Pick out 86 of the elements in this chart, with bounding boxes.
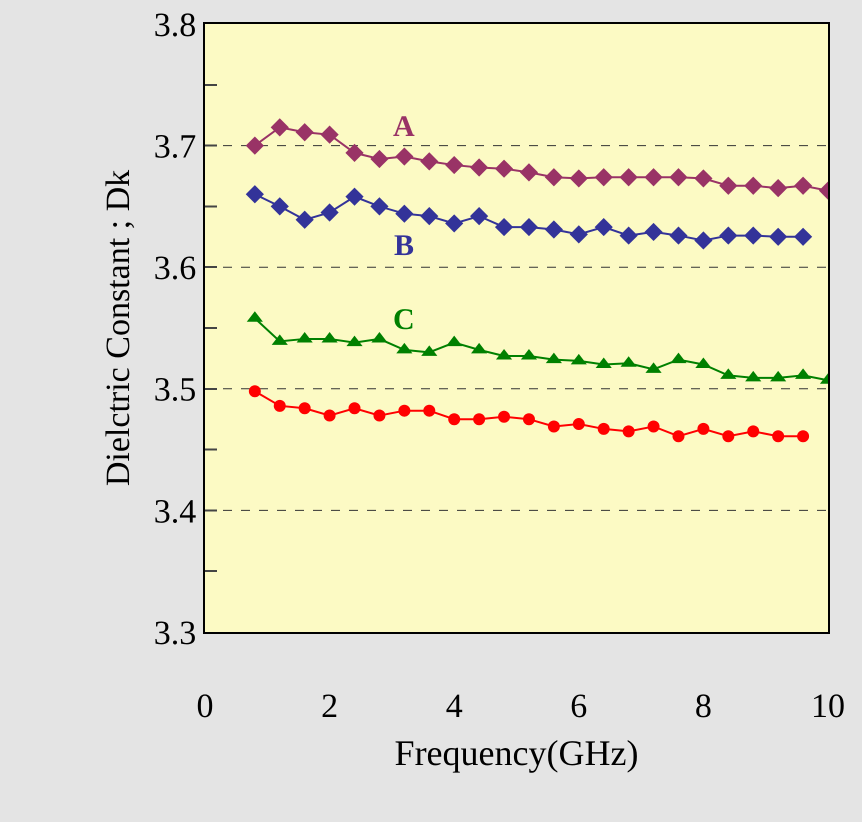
x-tick-label: 8 <box>694 688 712 725</box>
point <box>620 168 638 186</box>
point <box>548 420 560 432</box>
point <box>324 410 336 422</box>
point <box>744 226 762 245</box>
point <box>298 402 311 414</box>
point <box>648 420 660 432</box>
point <box>296 123 314 142</box>
point <box>797 430 810 442</box>
y-tick-label: 3.4 <box>154 493 196 530</box>
point <box>669 226 688 245</box>
x-tick-label: 10 <box>811 688 845 725</box>
y-tick-label: 3.6 <box>154 250 196 288</box>
point <box>345 144 364 162</box>
point <box>494 160 514 178</box>
point <box>594 168 613 186</box>
point <box>620 226 638 245</box>
point <box>722 430 734 442</box>
point <box>320 126 339 144</box>
point <box>420 152 438 171</box>
point <box>395 147 414 166</box>
point <box>473 413 486 426</box>
point <box>296 210 314 229</box>
point <box>445 156 464 174</box>
point <box>345 188 364 206</box>
point <box>246 136 264 155</box>
point <box>395 204 414 223</box>
point <box>520 218 538 236</box>
point <box>494 218 514 236</box>
point <box>520 163 538 182</box>
point <box>270 118 289 136</box>
point <box>669 168 688 186</box>
point <box>769 228 788 246</box>
y-axis-title: Dielctric Constant ; Dk <box>100 170 137 486</box>
point <box>794 228 812 246</box>
point <box>248 385 261 398</box>
point <box>274 400 286 412</box>
y-tick-label: 3.8 <box>154 6 196 44</box>
point <box>370 150 389 168</box>
point <box>672 430 684 442</box>
point <box>769 179 788 198</box>
y-tick-label: 3.3 <box>154 614 196 652</box>
point <box>522 413 535 426</box>
point <box>420 207 438 226</box>
point <box>598 422 610 435</box>
point <box>348 402 361 414</box>
point <box>470 207 488 226</box>
series-label: C <box>393 303 415 336</box>
point <box>694 169 712 188</box>
point <box>719 176 738 195</box>
point <box>398 404 410 417</box>
point <box>747 425 760 438</box>
y-tick-label: 3.7 <box>154 128 196 166</box>
point <box>544 220 563 239</box>
x-tick-label: 6 <box>570 688 588 725</box>
point <box>498 410 510 423</box>
point <box>270 197 289 216</box>
point <box>423 404 436 417</box>
series-label: B <box>394 229 414 262</box>
x-axis-title: Frequency(GHz) <box>394 733 638 773</box>
y-tick-label: 3.5 <box>154 372 196 409</box>
point <box>697 422 710 435</box>
point <box>445 214 464 233</box>
point <box>448 413 460 426</box>
point <box>719 226 738 245</box>
point <box>572 418 585 430</box>
point <box>644 222 663 242</box>
point <box>570 225 588 244</box>
point <box>320 203 339 222</box>
point <box>644 168 663 186</box>
x-tick-label: 0 <box>196 688 214 725</box>
point <box>373 410 386 422</box>
series-label: A <box>393 110 415 143</box>
x-tick-label: 4 <box>446 688 463 725</box>
x-tick-label: 2 <box>321 688 338 725</box>
point <box>594 218 613 236</box>
point <box>744 176 762 195</box>
point <box>622 425 635 438</box>
point <box>370 197 389 216</box>
point <box>772 430 784 442</box>
point <box>694 231 712 250</box>
point <box>544 168 563 186</box>
point <box>570 169 588 188</box>
point <box>246 185 264 204</box>
point <box>794 176 812 195</box>
point <box>470 158 488 177</box>
